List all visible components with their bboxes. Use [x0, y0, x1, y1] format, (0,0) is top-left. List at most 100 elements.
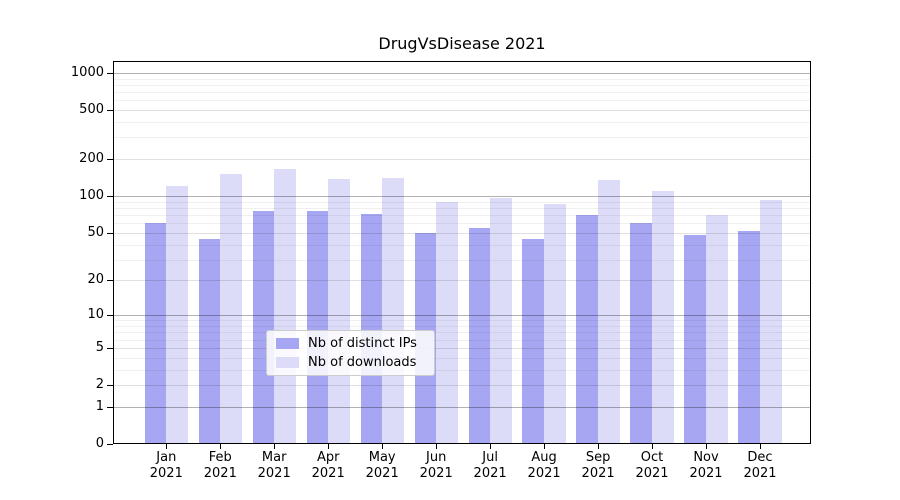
x-tick-label-year: 2021 [257, 466, 291, 481]
bar-downloads-feb [220, 174, 242, 444]
x-tick-mark [220, 444, 222, 449]
bar-downloads-sep [598, 180, 620, 444]
bar-distinct-ips-may [360, 214, 383, 444]
bar-distinct-ips-jan [144, 223, 167, 444]
y-tick-label: 1 [95, 398, 104, 414]
gridline [113, 385, 811, 386]
gridline [113, 207, 811, 209]
gridline [113, 223, 811, 225]
y-tick-mark [107, 406, 113, 408]
x-tick-label-month: Jun [426, 450, 447, 465]
x-tick-label-month: Apr [316, 450, 340, 465]
y-tick-label: 500 [79, 102, 104, 117]
gridline [113, 369, 811, 371]
x-tick-label-month: Aug [531, 450, 557, 465]
x-tick-mark [166, 444, 168, 449]
gridline [113, 72, 811, 74]
bar-downloads-jan [166, 186, 188, 444]
y-tick-mark [107, 444, 113, 445]
bar-distinct-ips-oct [630, 223, 653, 444]
x-tick-label-month: Jan [156, 450, 177, 465]
y-tick-label: 0 [95, 436, 104, 451]
x-tick-label: Nov 2021 [676, 450, 736, 482]
gridline [113, 137, 811, 139]
gridline [113, 315, 811, 317]
y-tick-mark [107, 280, 113, 282]
legend-label-distinct-ips: Nb of distinct IPs [308, 336, 417, 351]
x-tick-label-year: 2021 [365, 466, 399, 481]
gridline [113, 339, 811, 341]
x-tick-label-year: 2021 [635, 466, 669, 481]
y-tick-label: 2 [95, 377, 104, 392]
x-tick-label: Apr 2021 [298, 450, 358, 482]
y-tick-mark [107, 347, 113, 349]
legend-swatch-distinct-ips [276, 338, 299, 349]
x-tick-label-month: Sep [585, 450, 611, 465]
bar-downloads-may [382, 178, 404, 444]
x-tick-mark [706, 444, 707, 449]
y-tick-label: 10 [87, 307, 104, 323]
x-tick-mark [490, 444, 492, 449]
x-tick-mark [436, 444, 438, 449]
x-tick-label: Jul 2021 [460, 450, 520, 482]
gridline [113, 84, 811, 86]
x-tick-label-month: May [368, 450, 396, 465]
gridline [113, 159, 811, 161]
y-tick-label: 100 [79, 188, 104, 203]
bar-distinct-ips-apr [306, 211, 329, 444]
x-tick-label-year: 2021 [581, 466, 615, 481]
x-tick-label: Dec 2021 [730, 450, 790, 482]
x-tick-label: Sep 2021 [568, 450, 628, 482]
x-tick-label: Jun 2021 [406, 450, 466, 482]
gridline [113, 110, 811, 111]
x-tick-label-year: 2021 [419, 466, 453, 481]
x-tick-label-month: Feb [208, 450, 232, 465]
gridline [113, 332, 811, 334]
x-tick-label-year: 2021 [743, 466, 777, 481]
x-tick-label-year: 2021 [473, 466, 507, 481]
gridline [113, 244, 811, 246]
x-tick-mark [598, 444, 600, 449]
chart-title: DrugVsDisease 2021 [378, 34, 546, 53]
plot-area [113, 61, 811, 444]
y-tick-label: 20 [87, 272, 104, 288]
gridline [113, 91, 811, 93]
legend: Nb of distinct IPs Nb of downloads [266, 330, 435, 376]
x-tick-label-month: Nov [693, 450, 719, 465]
gridline [113, 100, 811, 102]
gridline [113, 201, 811, 203]
bar-downloads-jul [490, 197, 512, 444]
gridline [113, 347, 811, 349]
legend-swatch-downloads [276, 357, 299, 368]
y-tick-mark [107, 385, 113, 386]
x-tick-mark [652, 444, 653, 449]
gridline [113, 196, 811, 197]
x-tick-label-year: 2021 [203, 466, 237, 481]
x-tick-mark [382, 444, 384, 449]
x-tick-mark [544, 444, 546, 449]
x-tick-label: Feb 2021 [190, 450, 250, 482]
bar-distinct-ips-dec [738, 230, 760, 444]
x-tick-label: Mar 2021 [244, 450, 304, 482]
gridline [113, 357, 811, 359]
x-tick-mark [328, 444, 330, 449]
y-tick-label: 1000 [70, 64, 104, 80]
x-tick-label-year: 2021 [527, 466, 561, 481]
bar-downloads-mar [274, 169, 296, 444]
gridline [113, 232, 811, 234]
bar-distinct-ips-jul [468, 227, 491, 444]
y-tick-label: 5 [95, 339, 104, 355]
y-tick-mark [107, 110, 113, 111]
bar-downloads-jun [436, 202, 458, 444]
x-tick-mark [274, 444, 276, 449]
gridline [113, 280, 811, 282]
y-tick-mark [107, 159, 113, 161]
gridline [113, 215, 811, 216]
y-tick-label: 200 [79, 151, 104, 167]
x-tick-label-month: Jul [482, 450, 498, 465]
x-tick-label: Jan 2021 [136, 450, 196, 482]
y-tick-mark [107, 196, 113, 197]
bar-distinct-ips-mar [252, 211, 275, 444]
bar-downloads-aug [544, 204, 566, 444]
